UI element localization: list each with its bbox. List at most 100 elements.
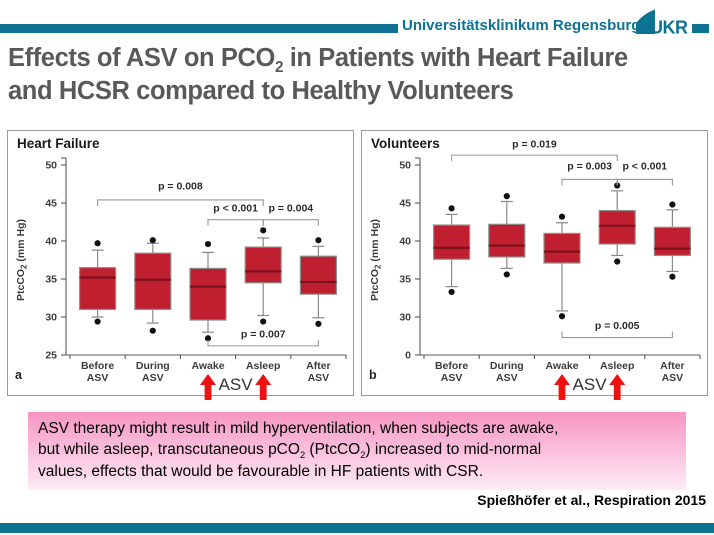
- x-category-label: Before: [81, 360, 114, 372]
- x-category-label: ASV: [496, 372, 518, 384]
- p-value-label: p < 0.001: [213, 202, 258, 214]
- ukr-logo-sail-icon: [636, 9, 655, 34]
- institution-name: Universitätsklinikum Regensburg: [402, 17, 641, 34]
- outlier-dot: [315, 237, 322, 244]
- header-accent-bar-left: [0, 24, 398, 33]
- y-tick-label: 35: [399, 274, 411, 286]
- p-value-bracket: [262, 219, 319, 226]
- panel-title-heart-failure: Heart Failure: [17, 136, 100, 151]
- y-tick-label: 45: [45, 198, 57, 210]
- outlier-dot: [448, 205, 455, 212]
- x-category-label: During: [490, 360, 524, 372]
- y-tick-label: 50: [45, 160, 57, 172]
- ukr-logo: UKR: [636, 9, 688, 38]
- asv-arrow-icon: [255, 374, 272, 400]
- chart-panel-heart-failure: Heart Failure 50 45 40 35 30 25 Before ASV Durin…: [7, 130, 354, 400]
- y-axis-label: PtcCO2 (mm Hg): [15, 219, 29, 301]
- y-tick-label: 40: [45, 236, 57, 248]
- outlier-dot: [149, 327, 156, 334]
- p-value-label: p < 0.001: [622, 161, 667, 173]
- citation: Spießhöfer et al., Respiration 2015: [477, 492, 706, 508]
- p-value-label: p = 0.008: [158, 180, 203, 192]
- boxplot-after: [299, 237, 337, 327]
- asv-arrows-label: ASV: [573, 375, 608, 394]
- x-category-label: Asleep: [600, 360, 634, 372]
- outlier-dot: [669, 201, 676, 208]
- y-tick-label: 0: [405, 350, 411, 362]
- boxplot-awake: [189, 240, 227, 342]
- p-value-bracket: [207, 339, 319, 347]
- summary-caption-box: ASV therapy might result in mild hyperve…: [28, 412, 686, 490]
- x-category-label: Awake: [191, 360, 224, 372]
- asv-arrows-label: ASV: [219, 375, 254, 394]
- y-tick-label: 35: [45, 274, 57, 286]
- p-value-label: p = 0.019: [512, 138, 557, 150]
- x-category-label: ASV: [87, 372, 109, 384]
- p-value-bracket: [616, 178, 673, 186]
- boxplot-before: [78, 240, 117, 325]
- boxplot-awake: [543, 213, 581, 320]
- p-value-label: p = 0.004: [268, 202, 313, 214]
- outlier-dot: [94, 318, 101, 325]
- boxplot-asleep: [598, 182, 636, 265]
- x-category-label: Asleep: [246, 360, 280, 372]
- y-tick-label: 40: [399, 236, 411, 248]
- asv-arrow-icon: [554, 374, 570, 400]
- x-category-label: ASV: [308, 372, 330, 384]
- x-category-label: Awake: [545, 360, 578, 372]
- header-accent-bar-right: [692, 24, 709, 33]
- y-tick-label: 45: [399, 198, 411, 210]
- outlier-dot: [260, 318, 267, 325]
- p-value-bracket: [97, 199, 264, 206]
- outlier-dot: [94, 240, 101, 247]
- outlier-dot: [260, 227, 267, 234]
- outlier-dot: [448, 288, 455, 296]
- outlier-dot: [558, 313, 566, 320]
- p-value-label: p = 0.003: [567, 161, 612, 173]
- x-category-label: After: [660, 360, 685, 372]
- footer-accent-bar: [0, 523, 714, 533]
- panel-title-volunteers: Volunteers: [371, 136, 440, 151]
- y-tick-label: 30: [399, 312, 411, 324]
- boxplot-after: [653, 201, 691, 280]
- outlier-dot: [614, 258, 621, 265]
- p-value-bracket: [561, 178, 618, 186]
- asv-arrow-icon: [200, 374, 216, 400]
- outlier-dot: [558, 213, 566, 220]
- x-category-label: After: [306, 360, 331, 372]
- boxplot-before: [432, 205, 471, 296]
- y-tick-label: 25: [45, 350, 57, 362]
- boxplot-during: [134, 237, 172, 334]
- slide-title: Effects of ASV on PCO2 in Patients with …: [8, 44, 628, 105]
- ukr-logo-text: UKR: [650, 18, 688, 38]
- panel-letter-b: b: [369, 368, 377, 382]
- p-value-label: p = 0.007: [241, 328, 286, 340]
- p-value-label: p = 0.005: [595, 320, 640, 332]
- x-category-label: ASV: [142, 372, 164, 384]
- panel-letter-a: a: [15, 368, 22, 382]
- x-category-label: During: [136, 360, 170, 372]
- p-value-bracket: [207, 219, 264, 226]
- outlier-dot: [315, 320, 322, 327]
- x-category-label: ASV: [662, 372, 684, 384]
- p-value-bracket: [451, 154, 618, 162]
- boxplot-during: [488, 193, 526, 278]
- y-tick-label: 30: [45, 312, 57, 324]
- x-category-label: Before: [435, 360, 468, 372]
- outlier-dot: [204, 335, 212, 342]
- outlier-dot: [503, 271, 510, 278]
- outlier-dot: [149, 237, 156, 244]
- outlier-dot: [204, 240, 212, 248]
- boxplot-asleep: [244, 227, 282, 325]
- y-tick-label: 50: [399, 160, 411, 172]
- y-axis-label: PtcCO2 (mm Hg): [369, 219, 383, 301]
- outlier-dot: [503, 193, 510, 200]
- x-category-label: ASV: [441, 372, 463, 384]
- asv-arrow-icon: [609, 374, 626, 400]
- outlier-dot: [669, 273, 676, 280]
- chart-panel-volunteers: Volunteers 50 45 40 35 30 0 Before ASV During ASV…: [361, 130, 708, 400]
- outlier-dot: [614, 182, 621, 189]
